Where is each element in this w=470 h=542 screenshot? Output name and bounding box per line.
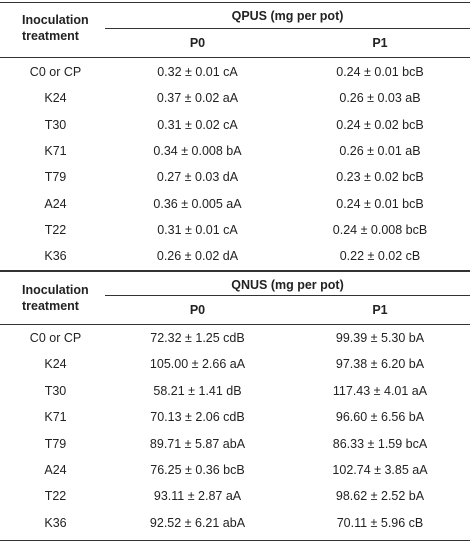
- p0-cell: 76.25 ± 0.36 bcB: [150, 463, 245, 477]
- p1-cell: 102.74 ± 3.85 aA: [332, 463, 428, 477]
- treatment-cell: C0 or CP: [29, 65, 82, 79]
- p1-cell: 117.43 ± 4.01 aA: [332, 383, 428, 398]
- table-row: T30 0.31 ± 0.02 cA 0.24 ± 0.02 bcB: [0, 112, 470, 138]
- qnus-table: Inoculation treatment QNUS (mg per pot) …: [0, 270, 470, 542]
- treatment-cell: T79: [44, 436, 67, 451]
- table-row: A24 0.36 ± 0.005 aA 0.24 ± 0.01 bcB: [0, 191, 470, 217]
- treatment-header-line2: treatment: [22, 29, 79, 43]
- p1-cell: 99.39 ± 5.30 bA: [335, 331, 425, 345]
- table-row: T30 58.21 ± 1.41 dB 117.43 ± 4.01 aA: [0, 378, 470, 404]
- group-underline: [105, 28, 470, 29]
- treatment-header-line2: treatment: [22, 299, 79, 313]
- qpus-table: Inoculation treatment QPUS (mg per pot) …: [0, 0, 470, 270]
- p1-cell: 0.24 ± 0.01 bcB: [336, 196, 424, 211]
- p0-cell: 0.37 ± 0.02 aA: [156, 91, 239, 106]
- qnus-group-header: QNUS (mg per pot): [231, 278, 344, 292]
- p1-cell: 0.22 ± 0.02 cB: [339, 249, 421, 264]
- treatment-cell: K36: [44, 249, 67, 264]
- p0-cell: 0.36 ± 0.005 aA: [153, 196, 242, 211]
- table-row: K36 0.26 ± 0.02 dA 0.22 ± 0.02 cB: [0, 243, 470, 269]
- p0-cell: 92.52 ± 6.21 abA: [149, 515, 246, 530]
- p0-cell: 0.27 ± 0.03 dA: [156, 170, 239, 185]
- p1-cell: 0.24 ± 0.02 bcB: [336, 117, 424, 132]
- table-row: T79 89.71 ± 5.87 abA 86.33 ± 1.59 bcA: [0, 431, 470, 457]
- col-header-p0: P0: [189, 303, 206, 317]
- p0-cell: 105.00 ± 2.66 aA: [149, 357, 246, 372]
- p1-cell: 97.38 ± 6.20 bA: [335, 357, 425, 372]
- table-row: T22 0.31 ± 0.01 cA 0.24 ± 0.008 bcB: [0, 217, 470, 243]
- table-row: T22 93.11 ± 2.87 aA 98.62 ± 2.52 bA: [0, 483, 470, 509]
- p0-cell: 0.34 ± 0.008 bA: [153, 143, 242, 158]
- treatment-cell: K36: [44, 515, 67, 530]
- treatment-header-line1: Inoculation: [22, 283, 89, 297]
- header-rule: [0, 57, 470, 58]
- col-header-p0: P0: [189, 36, 206, 50]
- treatment-cell: C0 or CP: [29, 331, 82, 345]
- col-header-p1: P1: [372, 36, 388, 50]
- table-row: A24 76.25 ± 0.36 bcB 102.74 ± 3.85 aA: [0, 457, 470, 483]
- treatment-cell: A24: [44, 463, 67, 477]
- treatment-cell: K71: [44, 143, 67, 158]
- col-header-p1: P1: [372, 303, 388, 317]
- treatment-cell: T30: [44, 383, 67, 398]
- p1-cell: 0.26 ± 0.03 aB: [339, 91, 421, 106]
- treatment-cell: K24: [44, 357, 67, 372]
- treatment-cell: T22: [44, 489, 67, 504]
- bottom-rule: [0, 540, 470, 541]
- p0-cell: 0.32 ± 0.01 cA: [157, 65, 238, 79]
- p1-cell: 98.62 ± 2.52 bA: [335, 489, 425, 504]
- section-divider: [0, 270, 470, 272]
- treatment-cell: K24: [44, 91, 67, 106]
- p1-cell: 0.26 ± 0.01 aB: [339, 143, 421, 158]
- table-row: K36 92.52 ± 6.21 abA 70.11 ± 5.96 cB: [0, 510, 470, 536]
- table-row: K24 105.00 ± 2.66 aA 97.38 ± 6.20 bA: [0, 351, 470, 377]
- p1-cell: 0.23 ± 0.02 bcB: [336, 170, 424, 185]
- treatment-cell: T30: [44, 117, 67, 132]
- p1-cell: 0.24 ± 0.008 bcB: [332, 222, 428, 237]
- treatment-cell: T22: [44, 222, 67, 237]
- p0-cell: 58.21 ± 1.41 dB: [153, 383, 242, 398]
- table-row: K71 0.34 ± 0.008 bA 0.26 ± 0.01 aB: [0, 138, 470, 164]
- p0-cell: 70.13 ± 2.06 cdB: [150, 410, 245, 425]
- qpus-group-header: QPUS (mg per pot): [231, 9, 344, 23]
- treatment-cell: T79: [44, 170, 67, 185]
- table-row: K24 0.37 ± 0.02 aA 0.26 ± 0.03 aB: [0, 85, 470, 111]
- treatment-cell: A24: [44, 196, 67, 211]
- treatment-header: Inoculation treatment: [22, 12, 89, 44]
- table-row: C0 or CP 72.32 ± 1.25 cdB 99.39 ± 5.30 bA: [0, 325, 470, 351]
- p0-cell: 72.32 ± 1.25 cdB: [150, 331, 245, 345]
- treatment-header: Inoculation treatment: [22, 282, 89, 314]
- group-underline: [105, 295, 470, 296]
- table-row: K71 70.13 ± 2.06 cdB 96.60 ± 6.56 bA: [0, 404, 470, 430]
- p1-cell: 96.60 ± 6.56 bA: [335, 410, 425, 425]
- p0-cell: 89.71 ± 5.87 abA: [149, 436, 246, 451]
- p0-cell: 93.11 ± 2.87 aA: [153, 489, 242, 504]
- p1-cell: 70.11 ± 5.96 cB: [336, 515, 424, 530]
- p0-cell: 0.26 ± 0.02 dA: [156, 249, 239, 264]
- top-rule: [0, 2, 470, 3]
- treatment-header-line1: Inoculation: [22, 13, 89, 27]
- header-rule: [0, 324, 470, 325]
- p0-cell: 0.31 ± 0.02 cA: [157, 117, 238, 132]
- p0-cell: 0.31 ± 0.01 cA: [157, 222, 238, 237]
- table-row: C0 or CP 0.32 ± 0.01 cA 0.24 ± 0.01 bcB: [0, 59, 470, 85]
- p1-cell: 0.24 ± 0.01 bcB: [336, 65, 424, 79]
- p1-cell: 86.33 ± 1.59 bcA: [332, 436, 428, 451]
- treatment-cell: K71: [44, 410, 67, 425]
- table-row: T79 0.27 ± 0.03 dA 0.23 ± 0.02 bcB: [0, 164, 470, 190]
